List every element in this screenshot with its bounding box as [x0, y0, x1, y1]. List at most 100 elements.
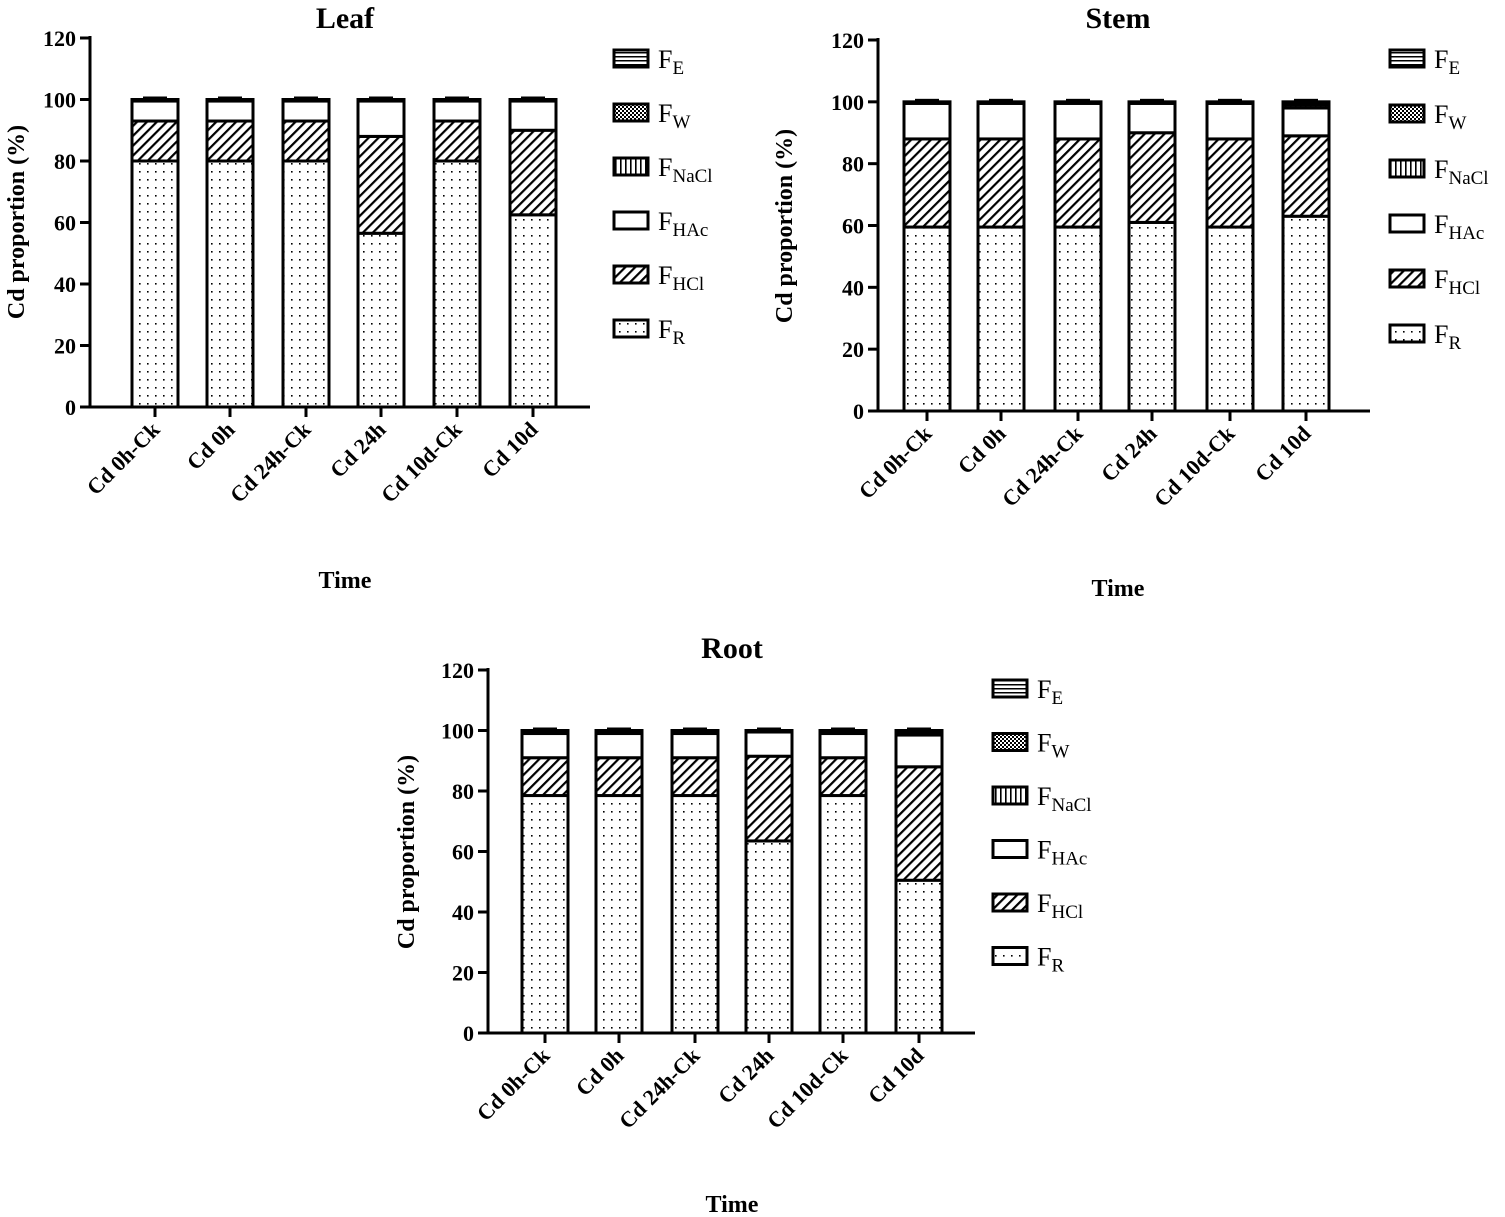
error-bar [218, 96, 242, 101]
y-tick-label: 0 [463, 1021, 474, 1046]
error-bar [533, 727, 557, 732]
legend-label-main: F [1434, 210, 1448, 239]
legend-swatch-fhcl [1388, 268, 1426, 289]
legend-label: FNaCl [658, 153, 713, 187]
chart-title: Root [701, 632, 763, 665]
legend-label-main: F [658, 45, 672, 74]
error-bar [1140, 98, 1164, 103]
legend-label-sub: R [672, 328, 685, 349]
error-bar [369, 96, 393, 101]
error-bar [294, 96, 318, 101]
error-bar [607, 727, 631, 732]
bar-segment-fr [1205, 225, 1255, 413]
bar-segment-fhcl [670, 756, 720, 798]
bar-segment-fhcl [356, 134, 406, 235]
y-tick-label: 60 [54, 211, 76, 236]
legend-label-sub: HCl [1448, 278, 1480, 299]
bar-segment-fr [818, 794, 868, 1035]
error-bar [757, 727, 781, 732]
x-tick-label: Cd 0h [182, 417, 240, 475]
y-tick-label: 60 [842, 214, 864, 239]
bar-segment-fhac [976, 101, 1026, 141]
bar-segment-fhcl [508, 128, 558, 217]
error-bar [143, 96, 167, 101]
legend-swatch-fnacl [1388, 158, 1426, 179]
y-tick-label: 120 [43, 26, 76, 51]
bar-segment-fhcl [205, 119, 255, 163]
legend-label: FHAc [1037, 836, 1087, 870]
legend-swatch-fe [1388, 48, 1426, 69]
legend-swatch-fnacl [991, 785, 1029, 806]
y-tick-label: 100 [441, 719, 474, 744]
legend-label: FW [1434, 100, 1466, 134]
bar-segment-fhcl [894, 765, 944, 882]
legend-label: FR [1434, 320, 1461, 354]
error-bar [989, 98, 1013, 103]
bar-segment-fhcl [130, 119, 180, 163]
bar-segment-fhac [130, 99, 180, 123]
bar-segment-fhac [1281, 106, 1331, 138]
bar-segment-fhac [205, 99, 255, 123]
legend-swatch-fr [1388, 323, 1426, 344]
bar-segment-fhac [1053, 101, 1103, 141]
legend-label: FHAc [1434, 210, 1484, 244]
error-bar [1294, 98, 1318, 103]
x-tick-label: Cd 24h-Ck [997, 420, 1088, 511]
legend-label-sub: NaCl [1448, 168, 1488, 189]
bar-segment-fhcl [520, 756, 570, 798]
error-bar [907, 727, 931, 732]
legend-label-sub: HAc [672, 220, 708, 241]
bar-segment-fr [281, 159, 331, 409]
x-tick-label: Cd 24h-Ck [614, 1042, 705, 1133]
legend-label-main: F [1037, 782, 1051, 811]
y-tick-label: 40 [54, 272, 76, 297]
legend-swatch-fw [991, 732, 1029, 752]
legend-label-sub: HCl [672, 274, 704, 295]
bar-segment-fhac [744, 730, 794, 758]
legend-label-sub: R [1051, 956, 1064, 977]
bar-segment-fr [594, 794, 644, 1035]
legend-label-sub: E [1051, 688, 1063, 709]
x-tick-label: Cd 10d-Ck [376, 416, 467, 507]
legend-label-sub: W [672, 112, 690, 133]
y-tick-label: 80 [452, 779, 474, 804]
legend-swatch-fr [612, 318, 650, 339]
legend-label: FE [1037, 675, 1063, 709]
bar-segment-fr [744, 839, 794, 1035]
y-axis-label: Cd proportion (%) [4, 125, 30, 319]
y-tick-label: 100 [831, 90, 864, 115]
legend-label-sub: HAc [1448, 223, 1484, 244]
bar-segment-fhac [356, 99, 406, 138]
y-tick-label: 60 [452, 840, 474, 865]
legend-label-main: F [1434, 100, 1448, 129]
error-bar [831, 727, 855, 732]
legend-label-sub: W [1051, 742, 1069, 763]
legend-swatch-fhac [612, 210, 650, 231]
y-tick-label: 40 [842, 275, 864, 300]
y-tick-label: 20 [54, 334, 76, 359]
bar-segment-fr [356, 231, 406, 409]
legend-label-sub: W [1448, 113, 1466, 134]
bar-segment-fr [670, 794, 720, 1035]
error-bar [683, 727, 707, 732]
legend-label: FR [658, 315, 685, 349]
legend-label-sub: HCl [1051, 902, 1083, 923]
x-tick-label: Cd 24h [713, 1043, 779, 1109]
legend-label: FHCl [658, 261, 704, 295]
x-tick-label: Cd 10d-Ck [1149, 420, 1240, 511]
bar-segment-fhac [670, 732, 720, 760]
x-tick-label: Cd 10d [863, 1043, 929, 1109]
x-tick-label: Cd 24h [1096, 421, 1162, 487]
bar-segment-fr [976, 225, 1026, 413]
error-bar [915, 98, 939, 103]
x-tick-label: Cd 0h-Ck [472, 1042, 555, 1125]
legend-label-sub: HAc [1051, 849, 1087, 870]
error-bar [1218, 98, 1242, 103]
y-tick-label: 0 [65, 395, 76, 420]
legend-swatch-fhac [1388, 213, 1426, 234]
bar-segment-fr [508, 213, 558, 409]
legend-swatch-fhcl [612, 264, 650, 285]
legend-label: FW [1037, 729, 1069, 763]
bar-segment-fr [205, 159, 255, 409]
